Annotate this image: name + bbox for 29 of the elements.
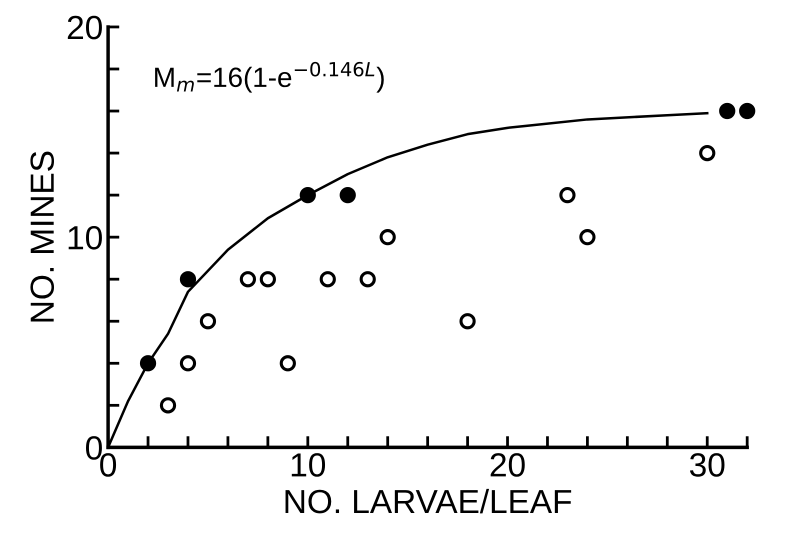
point — [459, 313, 476, 330]
point — [360, 271, 376, 288]
x-axis-title: NO. LARVAE/LEAF — [286, 488, 572, 514]
x-tick-label: 20 — [490, 453, 525, 477]
point — [579, 229, 596, 246]
y-tick-label: 10 — [68, 226, 102, 250]
annotation: M$_{m}$=16(1-e$^{−0.146L}$) — [155, 62, 384, 93]
point — [260, 271, 276, 288]
point — [240, 271, 256, 288]
x-tick-label: 0 — [100, 453, 116, 477]
point — [280, 355, 296, 372]
point — [160, 397, 176, 414]
point — [140, 355, 156, 372]
point — [380, 229, 396, 246]
point — [180, 271, 196, 288]
point — [739, 102, 756, 120]
x-tick-label: 10 — [292, 453, 326, 477]
y-tick-label: 20 — [68, 16, 102, 40]
point — [699, 144, 716, 162]
point — [559, 187, 576, 204]
point — [719, 102, 736, 120]
point — [180, 355, 196, 372]
point — [200, 313, 216, 330]
point — [320, 271, 336, 288]
y-axis-title: NO. MINES — [30, 152, 54, 322]
point — [300, 187, 316, 204]
y-tick-label: 0 — [86, 436, 102, 460]
point — [340, 187, 356, 204]
x-tick-label: 30 — [690, 453, 724, 477]
